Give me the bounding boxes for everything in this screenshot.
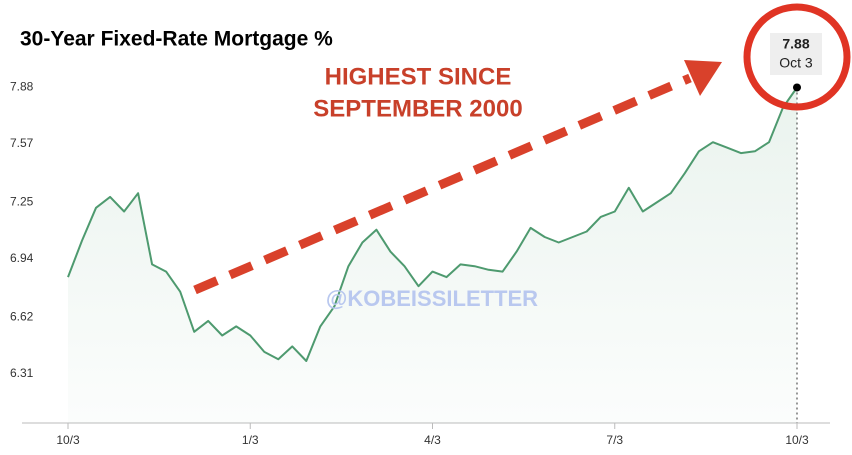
annotation: SEPTEMBER 2000 bbox=[313, 95, 522, 122]
hover-point bbox=[793, 83, 801, 92]
y-tick-label: 6.94 bbox=[10, 251, 34, 265]
x-tick-label: 1/3 bbox=[242, 433, 259, 447]
y-tick-label: 6.62 bbox=[10, 309, 34, 323]
annotation: HIGHEST SINCE bbox=[325, 63, 512, 90]
x-tick-label: 7/3 bbox=[606, 433, 623, 447]
tooltip-date: Oct 3 bbox=[779, 55, 813, 71]
x-tick-label: 4/3 bbox=[424, 433, 441, 447]
plot-area: 6.31 6.62 6.94 7.25 7.57 7.88 10/3 1/3 4/3 7/3 10/… bbox=[10, 80, 809, 448]
y-tick-label: 7.25 bbox=[10, 195, 34, 209]
x-tick-label: 10/3 bbox=[785, 433, 809, 447]
x-tick-label: 10/3 bbox=[56, 433, 80, 447]
arrow-shaft bbox=[193, 73, 692, 295]
tooltip-box bbox=[770, 33, 822, 75]
y-tick-label: 7.88 bbox=[10, 80, 34, 94]
watermark: @KOBEISSILETTER bbox=[326, 286, 538, 311]
highlight-circle bbox=[743, 3, 851, 111]
y-tick-label: 6.31 bbox=[10, 366, 34, 380]
tooltip-value: 7.88 bbox=[782, 36, 809, 52]
y-tick-label: 7.57 bbox=[10, 136, 34, 150]
chart-title: 30-Year Fixed-Rate Mortgage % bbox=[20, 28, 333, 51]
line bbox=[67, 86, 798, 362]
area bbox=[68, 87, 797, 423]
arrow-head bbox=[684, 60, 722, 96]
